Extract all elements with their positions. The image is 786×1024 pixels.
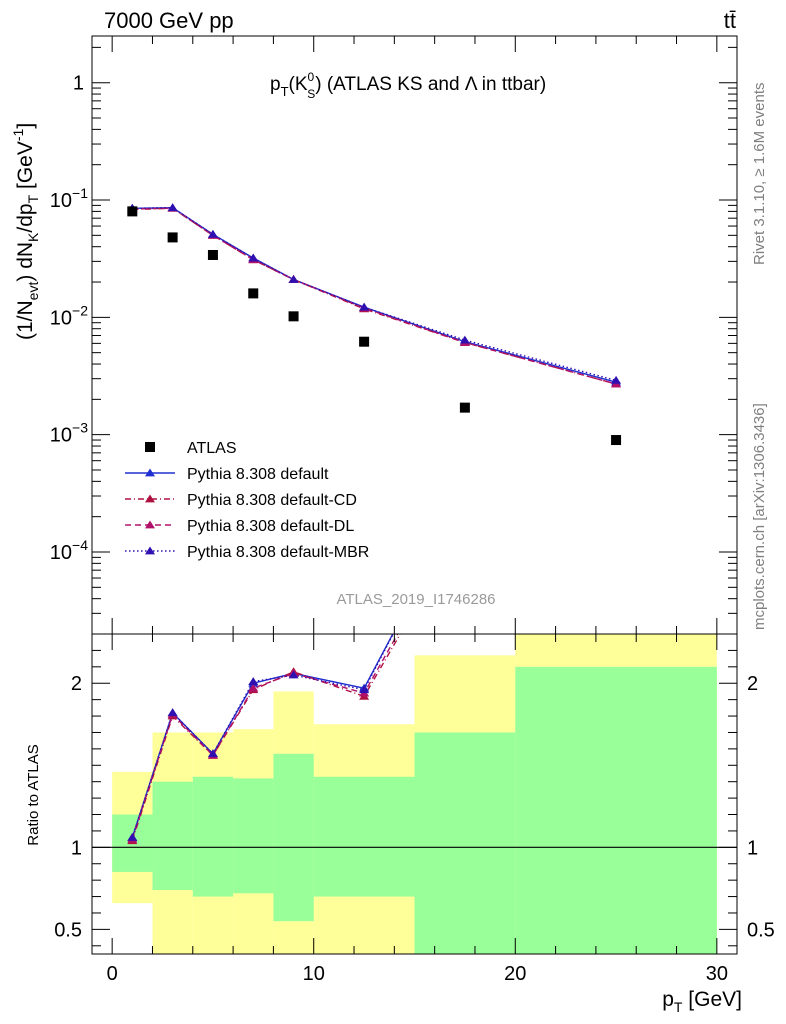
legend: ATLAS Pythia 8.308 default Pythia 8.308 de… (125, 440, 369, 561)
data-point (359, 336, 370, 347)
ratio-marker (207, 749, 218, 758)
main-panel: 1 10−1 10−2 10−3 10−4 pT(K0 S) (ATLAS KS and … (10, 35, 738, 635)
uncertainty-band-stat (152, 781, 193, 890)
x-tick-label: 0 (107, 963, 118, 985)
series-line-dashed (132, 207, 617, 385)
energy-label: 7000 GeV pp (104, 8, 234, 33)
data-point (167, 232, 178, 243)
x-tick-label: 10 (303, 963, 325, 985)
main-plot-area (127, 203, 622, 446)
legend-marker-solid (145, 468, 155, 477)
y-tick-label: 10−4 (50, 537, 88, 564)
uncertainty-band-stat (414, 732, 516, 954)
mcplots-label: mcplots.cern.ch [arXiv:1306.3436] (751, 403, 768, 630)
series-line-dashdot (132, 207, 617, 385)
legend-marker-dashed (145, 520, 155, 529)
ratio-plot-area (92, 634, 737, 954)
data-point (248, 288, 259, 299)
ratio-marker (167, 708, 178, 717)
ratio-y-axis-label: Ratio to ATLAS (25, 744, 42, 845)
series-marker (207, 229, 218, 238)
series-line-dotted (132, 206, 617, 382)
uncertainty-band-stat (233, 778, 274, 894)
data-point (611, 435, 622, 446)
legend-marker-dotted (145, 546, 155, 555)
main-y-axis-label: (1/Nevt) dNK/dpT [GeV-1] (10, 123, 41, 340)
data-point (288, 311, 299, 322)
ratio-marker (288, 670, 299, 679)
analysis-watermark: ATLAS_2019_I1746286 (336, 591, 495, 608)
y-tick-label: 10−2 (50, 302, 88, 329)
ratio-axes: 0.5 0.51 12 20 10 20 30 (54, 634, 775, 985)
uncertainty-band-stat (192, 776, 234, 897)
series-marker (359, 302, 370, 311)
legend-label-data: ATLAS (187, 440, 237, 457)
legend-label-solid: Pythia 8.308 default (187, 466, 329, 483)
uncertainty-band-stat (313, 776, 415, 897)
ratio-marker (127, 832, 138, 841)
ratio-y-tick-label-right: 0.5 (747, 919, 775, 941)
legend-label-dotted: Pythia 8.308 default-MBR (187, 544, 369, 561)
ratio-y-tick-label: 1 (71, 837, 82, 859)
series-marker (248, 253, 259, 262)
ratio-frame (91, 633, 738, 955)
x-tick-label: 30 (706, 963, 728, 985)
uncertainty-band-stat (515, 666, 717, 954)
y-tick-label: 10−1 (50, 185, 88, 212)
legend-label-dashdot: Pythia 8.308 default-CD (187, 492, 357, 509)
legend-label-dashed: Pythia 8.308 default-DL (187, 518, 354, 535)
ratio-y-tick-label: 2 (71, 673, 82, 695)
rivet-label: Rivet 3.1.10, ≥ 1.6M events (751, 83, 768, 266)
series-marker (459, 335, 470, 344)
ratio-marker (248, 683, 259, 692)
ratio-y-tick-label-right: 2 (747, 673, 758, 695)
series-marker (288, 275, 299, 283)
legend-marker-dashdot (145, 494, 155, 503)
ratio-panel: 0.5 0.51 12 20 10 20 30 Ratio to ATLAS pT [GeV… (25, 633, 775, 1015)
plot-title: pT(K0 S) (ATLAS KS and Λ in ttbar) (270, 70, 546, 101)
process-label: tt̄ (724, 8, 736, 33)
ratio-y-tick-label-right: 1 (747, 837, 758, 859)
series-line-solid (132, 206, 617, 383)
data-point (127, 206, 138, 217)
uncertainty-band-stat (273, 753, 314, 922)
y-tick-label: 1 (73, 73, 84, 95)
ratio-y-tick-label: 0.5 (54, 919, 82, 941)
legend-marker-data (145, 442, 155, 452)
x-axis-label: pT [GeV] (662, 988, 742, 1015)
x-tick-label: 20 (504, 963, 526, 985)
ratio-marker (359, 685, 370, 694)
data-point (459, 402, 470, 413)
series-marker (167, 203, 178, 212)
ratio-marker (248, 677, 259, 685)
main-axes: 1 10−1 10−2 10−3 10−4 (50, 36, 737, 635)
series-marker (611, 375, 622, 384)
y-tick-label: 10−3 (50, 420, 88, 447)
data-point (207, 249, 218, 260)
